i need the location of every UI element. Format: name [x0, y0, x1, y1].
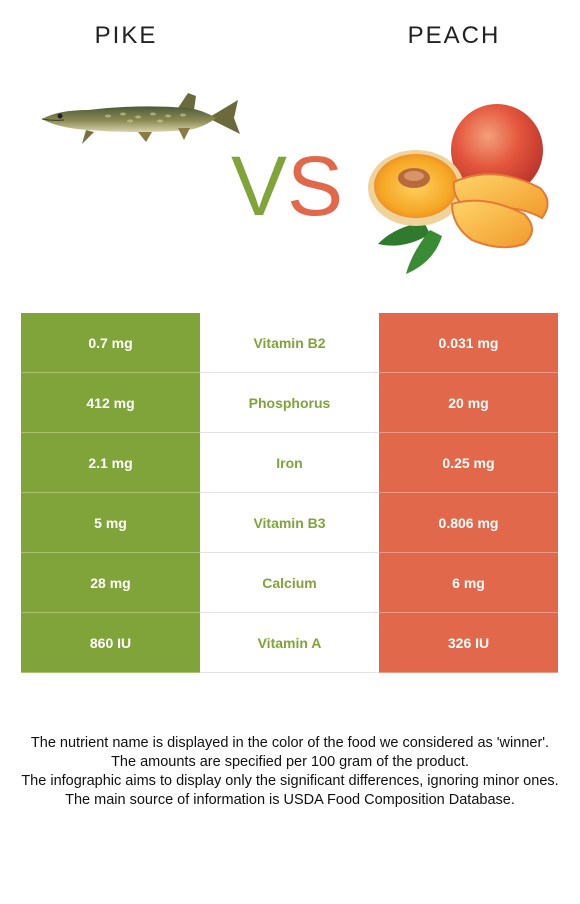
right-value-cell: 0.25 mg [379, 432, 558, 493]
left-value-cell: 5 mg [21, 492, 200, 553]
table-row: 2.1 mg Iron 0.25 mg [21, 432, 558, 493]
left-value-cell: 860 IU [21, 612, 200, 673]
vs-label: VS [222, 138, 352, 234]
right-value-cell: 0.806 mg [379, 492, 558, 553]
right-food-title: PEACH [407, 22, 501, 49]
peach-fruit-image [368, 104, 549, 274]
vs-s: S [287, 139, 344, 233]
right-value-cell: 6 mg [379, 552, 558, 613]
footnote: The amounts are specified per 100 gram o… [111, 754, 469, 770]
footnote: The infographic aims to display only the… [21, 773, 559, 789]
left-value-cell: 2.1 mg [21, 432, 200, 493]
table-row: 28 mg Calcium 6 mg [21, 552, 558, 613]
footnotes: The nutrient name is displayed in the co… [20, 734, 560, 810]
pike-fish-image [41, 93, 240, 144]
table-row: 412 mg Phosphorus 20 mg [21, 372, 558, 433]
right-value-cell: 0.031 mg [379, 313, 558, 373]
left-food-title: PIKE [94, 22, 158, 49]
left-value-cell: 412 mg [21, 372, 200, 433]
right-value-cell: 20 mg [379, 372, 558, 433]
right-value-cell: 326 IU [379, 612, 558, 673]
comparison-table: 0.7 mg Vitamin B2 0.031 mg 412 mg Phosphorus… [21, 313, 558, 673]
left-value-cell: 28 mg [21, 552, 200, 613]
nutrient-name-cell: Vitamin B2 [200, 313, 379, 373]
footnote: The main source of information is USDA F… [65, 792, 515, 808]
footnote: The nutrient name is displayed in the co… [30, 735, 550, 751]
left-value-cell: 0.7 mg [21, 313, 200, 373]
vs-v: V [230, 139, 287, 233]
nutrient-name-cell: Calcium [200, 552, 379, 613]
table-row: 860 IU Vitamin A 326 IU [21, 612, 558, 673]
table-row: 0.7 mg Vitamin B2 0.031 mg [21, 313, 558, 373]
table-row: 5 mg Vitamin B3 0.806 mg [21, 492, 558, 553]
nutrient-name-cell: Vitamin A [200, 612, 379, 673]
nutrient-name-cell: Phosphorus [200, 372, 379, 433]
nutrient-name-cell: Vitamin B3 [200, 492, 379, 553]
nutrient-name-cell: Iron [200, 432, 379, 493]
